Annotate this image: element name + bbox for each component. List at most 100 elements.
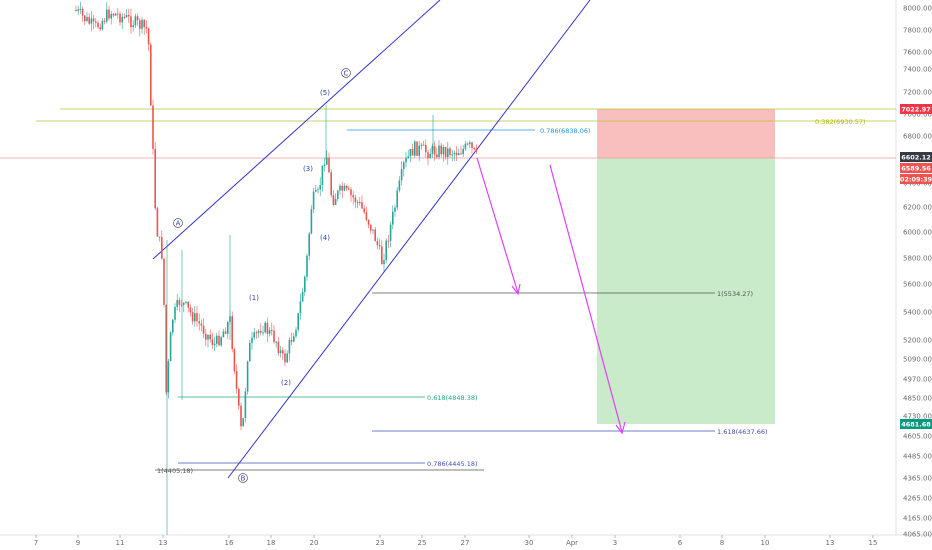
time-tick-label: 7 <box>34 539 38 547</box>
candle-body <box>183 302 185 306</box>
candle-body <box>464 143 467 149</box>
candle-body <box>141 19 143 29</box>
wave-label-c[interactable]: C <box>341 68 351 78</box>
candle-body <box>323 164 326 166</box>
candle-body <box>231 316 233 350</box>
wave-label-a[interactable]: A <box>173 218 183 228</box>
candle-body <box>387 240 390 242</box>
projection-arrow-long[interactable] <box>549 164 626 435</box>
candle-body <box>315 189 317 192</box>
price-axis[interactable]: 8000.00 7800.00 7600.00 7400.00 7200.00 7000.… <box>903 5 932 539</box>
candle-body <box>297 313 299 330</box>
candle-body <box>279 350 282 354</box>
price-tick-label: 4730.00 <box>903 413 932 421</box>
fib-1-target-label: 1(5534.27) <box>717 290 753 298</box>
wave-label-4[interactable]: (4) <box>320 234 330 242</box>
candle-body <box>433 146 436 155</box>
candle-body <box>134 16 137 26</box>
candle-body <box>339 185 341 191</box>
candle-body <box>176 300 178 308</box>
candle-body <box>460 153 462 155</box>
candle-body <box>378 245 381 247</box>
candlestick-series <box>75 1 478 535</box>
candle-body <box>275 341 277 343</box>
candle-body <box>268 330 271 334</box>
wave-label-1[interactable]: (1) <box>249 294 259 302</box>
candle-body <box>394 207 396 212</box>
candle-body <box>130 16 132 28</box>
candle-body <box>374 229 376 242</box>
time-tick-label: 18 <box>267 539 276 547</box>
candle-body <box>469 142 471 145</box>
fib-0618-label: 0.618(4848.38) <box>427 394 478 402</box>
candle-body <box>365 212 368 220</box>
stop-loss-zone[interactable] <box>597 109 775 158</box>
time-tick-label: 25 <box>418 539 427 547</box>
wave-label-3[interactable]: (3) <box>303 165 313 173</box>
candle-body <box>409 148 412 157</box>
candle-body <box>194 313 196 322</box>
candle-body <box>385 240 387 261</box>
candle-body <box>462 148 464 155</box>
candle-body <box>202 325 205 334</box>
candle-body <box>189 307 192 313</box>
candle-body <box>77 9 79 11</box>
candle-body <box>101 20 104 30</box>
candle-body <box>169 332 172 362</box>
candle-body <box>207 334 209 340</box>
candle-body <box>209 334 211 340</box>
candle-body <box>475 149 478 152</box>
time-tick-label: 27 <box>461 539 470 547</box>
candle-body <box>348 188 350 190</box>
candle-body <box>86 17 88 22</box>
channel-lower-line[interactable] <box>227 0 591 479</box>
current-price-badge: 6589.56 <box>900 163 932 173</box>
candle-body <box>308 233 310 256</box>
candle-body <box>444 146 447 158</box>
candle-body <box>178 300 181 305</box>
price-tick-label: 7200.00 <box>903 89 932 97</box>
take-profit-zone[interactable] <box>597 158 775 424</box>
candle-body <box>354 197 357 202</box>
price-tick-label: 5400.00 <box>903 309 932 317</box>
time-tick-label: 11 <box>116 539 125 547</box>
candle-body <box>376 241 379 246</box>
candle-body <box>471 142 473 148</box>
candle-body <box>244 391 247 419</box>
candle-body <box>440 145 442 155</box>
candle-body <box>185 301 187 303</box>
candle-body <box>249 342 251 362</box>
candle-body <box>466 143 469 145</box>
price-tick-label: 6000.00 <box>903 229 932 237</box>
channel-upper-line[interactable] <box>152 0 441 260</box>
candle-body <box>90 18 93 24</box>
candle-body <box>363 208 365 213</box>
candle-body <box>95 21 97 23</box>
projection-arrow-short[interactable] <box>476 157 521 296</box>
candle-body <box>301 291 304 302</box>
wave-label-b[interactable]: B <box>238 473 248 483</box>
wave-label-5[interactable]: (5) <box>320 89 330 97</box>
candle-body <box>295 329 297 337</box>
candle-body <box>312 191 315 210</box>
candle-body <box>383 260 385 265</box>
wave-label-2[interactable]: (2) <box>281 379 291 387</box>
candle-body <box>158 236 161 238</box>
candle-body <box>119 13 121 23</box>
time-tick-label: 16 <box>225 539 234 547</box>
time-axis[interactable]: 7 9 11 13 16 18 20 23 25 27 30 Apr 3 6 8 10 13 15 <box>34 535 878 547</box>
candle-body <box>211 339 214 346</box>
candle-body <box>436 154 438 158</box>
price-tick-label: 4365.00 <box>903 475 932 483</box>
candle-body <box>398 180 401 191</box>
candle-body <box>422 144 425 146</box>
candle-body <box>213 343 216 346</box>
candle-body <box>114 13 117 16</box>
candle-body <box>106 9 108 22</box>
candle-body <box>222 331 225 338</box>
svg-text:7022.97: 7022.97 <box>901 106 931 114</box>
time-tick-label: 23 <box>376 539 385 547</box>
candle-body <box>205 333 207 340</box>
